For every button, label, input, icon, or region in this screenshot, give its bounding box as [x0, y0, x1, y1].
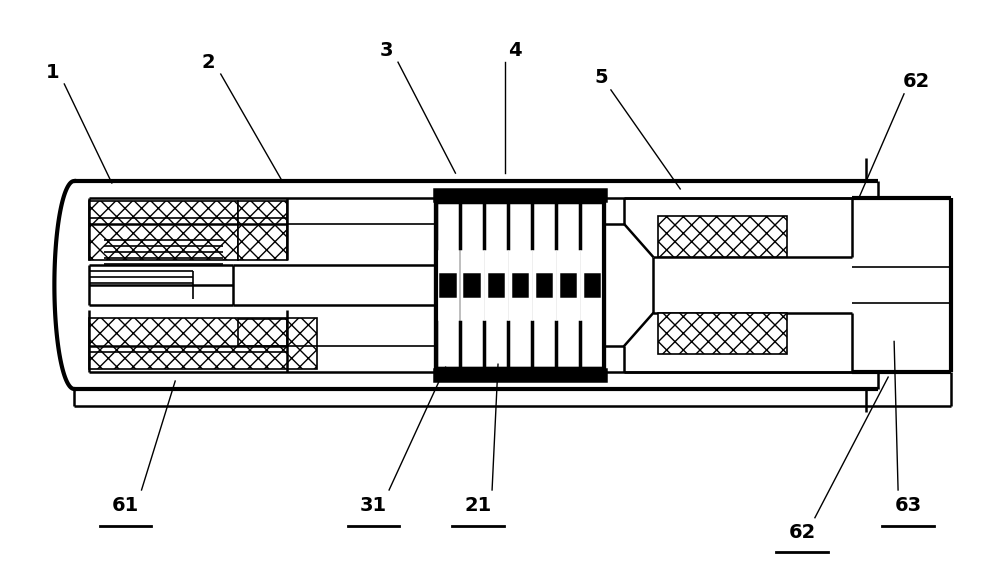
Bar	[537, 274, 551, 296]
Text: 61: 61	[112, 496, 139, 515]
Bar	[463, 205, 481, 263]
Text: 63: 63	[894, 496, 922, 515]
Bar	[559, 205, 577, 263]
Bar	[463, 307, 481, 365]
Bar	[439, 205, 457, 263]
Bar	[485, 251, 507, 319]
Bar	[436, 201, 604, 369]
Bar	[434, 189, 606, 201]
Bar	[89, 317, 317, 369]
Bar	[487, 205, 505, 263]
Text: 1: 1	[46, 63, 59, 82]
Bar	[489, 274, 503, 296]
Text: 21: 21	[465, 496, 492, 515]
Bar	[535, 307, 553, 365]
Text: 5: 5	[594, 68, 608, 87]
Bar	[461, 251, 483, 319]
Bar	[511, 205, 529, 263]
Bar	[509, 251, 531, 319]
Bar	[437, 251, 458, 319]
Bar	[464, 274, 479, 296]
Bar	[658, 215, 787, 257]
Bar	[557, 251, 579, 319]
Text: 2: 2	[201, 52, 215, 72]
Bar	[89, 201, 238, 260]
Bar	[238, 319, 287, 347]
Bar	[440, 274, 455, 296]
Bar	[533, 251, 555, 319]
Text: 3: 3	[379, 41, 393, 60]
Bar	[559, 307, 577, 365]
Bar	[561, 274, 575, 296]
Bar	[581, 251, 603, 319]
Bar	[238, 201, 287, 260]
Bar	[439, 307, 457, 365]
Bar	[434, 369, 606, 381]
Text: 62: 62	[788, 523, 816, 542]
Bar	[436, 201, 604, 369]
Bar	[487, 307, 505, 365]
Bar	[513, 274, 527, 296]
Text: 62: 62	[902, 72, 930, 92]
Text: 4: 4	[508, 41, 522, 60]
Bar	[658, 313, 787, 355]
Bar	[535, 205, 553, 263]
Text: 31: 31	[360, 496, 387, 515]
Bar	[585, 274, 599, 296]
Bar	[583, 307, 601, 365]
Bar	[583, 205, 601, 263]
Bar	[511, 307, 529, 365]
